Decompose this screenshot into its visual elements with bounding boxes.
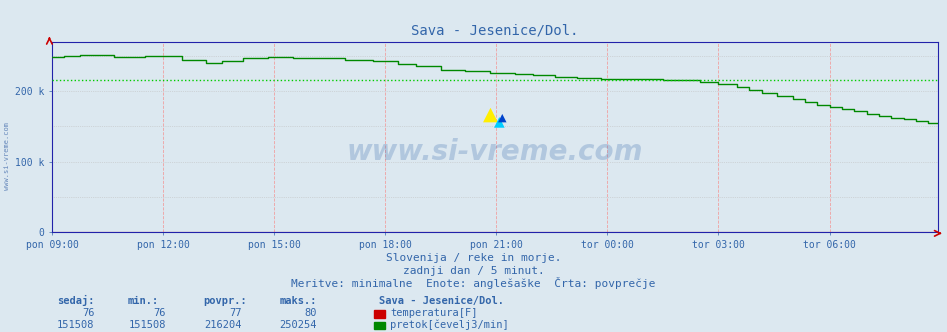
Text: 151508: 151508	[57, 320, 95, 330]
Text: ▲: ▲	[494, 115, 505, 129]
Text: 151508: 151508	[128, 320, 166, 330]
Text: Sava - Jesenice/Dol.: Sava - Jesenice/Dol.	[379, 296, 504, 306]
Text: Slovenija / reke in morje.: Slovenija / reke in morje.	[385, 253, 562, 263]
Text: Meritve: minimalne  Enote: anglešaške  Črta: povprečje: Meritve: minimalne Enote: anglešaške Črt…	[292, 277, 655, 289]
Text: www.si-vreme.com: www.si-vreme.com	[4, 122, 9, 190]
Text: 250254: 250254	[279, 320, 317, 330]
Text: 76: 76	[153, 308, 166, 318]
Text: povpr.:: povpr.:	[204, 296, 247, 306]
Text: 77: 77	[229, 308, 241, 318]
Title: Sava - Jesenice/Dol.: Sava - Jesenice/Dol.	[411, 24, 579, 38]
Text: 76: 76	[82, 308, 95, 318]
Text: 80: 80	[305, 308, 317, 318]
Text: ▲: ▲	[483, 105, 498, 124]
Text: maks.:: maks.:	[279, 296, 317, 306]
Text: temperatura[F]: temperatura[F]	[390, 308, 477, 318]
Text: ▲: ▲	[497, 113, 506, 123]
Text: sedaj:: sedaj:	[57, 295, 95, 306]
Text: pretok[čevelj3/min]: pretok[čevelj3/min]	[390, 319, 509, 330]
Text: www.si-vreme.com: www.si-vreme.com	[347, 138, 643, 166]
Text: min.:: min.:	[128, 296, 159, 306]
Text: zadnji dan / 5 minut.: zadnji dan / 5 minut.	[402, 266, 545, 276]
Text: 216204: 216204	[204, 320, 241, 330]
